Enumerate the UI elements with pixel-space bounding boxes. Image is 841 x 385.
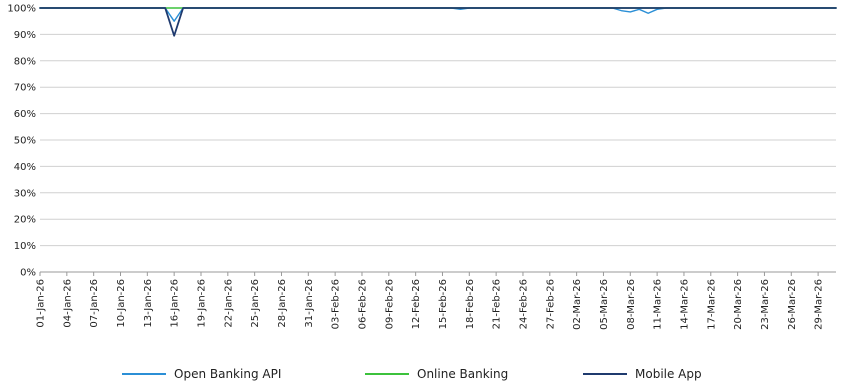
series-line-mobile-app [39, 7, 837, 37]
x-tick-label: 12-Feb-26 [411, 279, 422, 329]
x-tick-label: 27-Feb-26 [545, 279, 556, 329]
x-tick-label: 20-Mar-26 [733, 279, 744, 330]
y-tick-label: 80% [14, 56, 36, 67]
x-tick-label: 10-Jan-26 [116, 279, 127, 328]
series-lines [39, 7, 837, 37]
x-tick-label: 28-Jan-26 [277, 279, 288, 328]
x-tick-label: 14-Mar-26 [679, 279, 690, 330]
legend-label-mobile-app: Mobile App [635, 367, 702, 381]
y-tick-label: 70% [14, 83, 36, 94]
x-tick-label: 16-Jan-26 [170, 279, 181, 328]
x-tick-label: 18-Feb-26 [465, 279, 476, 329]
y-tick-label: 20% [14, 215, 36, 226]
legend-label-open-banking-api: Open Banking API [174, 367, 282, 381]
y-tick-label: 30% [14, 188, 36, 199]
x-tick-label: 23-Mar-26 [760, 279, 771, 330]
x-tick-label: 06-Feb-26 [357, 279, 368, 329]
y-tick-label: 90% [14, 30, 36, 41]
x-tick-label: 11-Mar-26 [653, 279, 664, 330]
x-tick-label: 04-Jan-26 [62, 279, 73, 328]
x-tick-label: 17-Mar-26 [706, 279, 717, 330]
legend-swatch-mobile-app [583, 373, 627, 375]
x-tick-label: 07-Jan-26 [89, 279, 100, 328]
y-tick-label: 60% [14, 109, 36, 120]
x-tick-label: 01-Jan-26 [36, 279, 47, 328]
legend-swatch-open-banking-api [122, 373, 166, 375]
legend-swatch-online-banking [365, 373, 409, 375]
y-tick-label: 50% [14, 136, 36, 147]
x-axis-tick-labels: 01-Jan-26 04-Jan-26 07-Jan-26 10-Jan-26 13-J… [36, 279, 825, 330]
legend-item-mobile-app: Mobile App [583, 364, 702, 384]
x-tick-label: 15-Feb-26 [438, 279, 449, 329]
legend-item-open-banking-api: Open Banking API [122, 364, 281, 384]
y-tick-label: 10% [14, 241, 36, 252]
legend-item-online-banking: Online Banking [365, 364, 508, 384]
x-tick-label: 05-Mar-26 [599, 279, 610, 330]
x-tick-label: 19-Jan-26 [196, 279, 207, 328]
x-tick-label: 21-Feb-26 [492, 279, 503, 329]
x-tick-label: 22-Jan-26 [223, 279, 234, 328]
x-tick-label: 25-Jan-26 [250, 279, 261, 328]
x-tick-label: 08-Mar-26 [626, 279, 637, 330]
series-line-open-banking-api [39, 7, 837, 22]
y-axis-tick-labels: 0% 10% 20% 30% 40% 50% 60% 70% 80% 90% 100% [7, 4, 36, 279]
y-tick-label: 0% [20, 268, 36, 279]
x-tick-label: 13-Jan-26 [143, 279, 154, 328]
x-tick-label: 03-Feb-26 [331, 279, 342, 329]
x-tick-label: 31-Jan-26 [304, 279, 315, 328]
legend-label-online-banking: Online Banking [417, 367, 509, 381]
x-tick-label: 09-Feb-26 [384, 279, 395, 329]
x-tick-label: 24-Feb-26 [518, 279, 529, 329]
x-tick-label: 26-Mar-26 [787, 279, 798, 330]
x-tick-label: 29-Mar-26 [814, 279, 825, 330]
y-tick-label: 100% [7, 4, 36, 15]
grid-lines [39, 7, 836, 276]
y-tick-label: 40% [14, 162, 36, 173]
chart-legend: Open Banking API Online Banking Mobile A… [0, 364, 841, 384]
x-tick-label: 02-Mar-26 [572, 279, 583, 330]
